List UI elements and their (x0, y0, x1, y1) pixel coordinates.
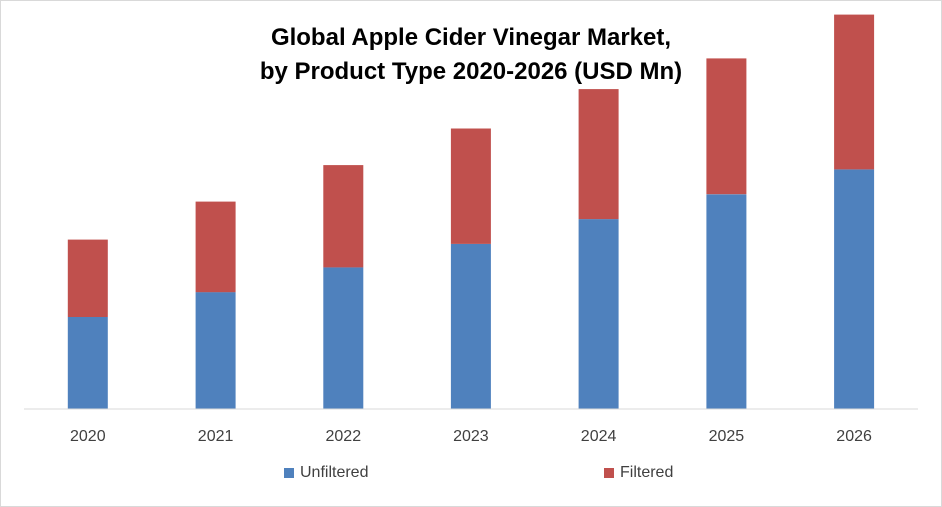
bar-unfiltered-2024 (578, 219, 619, 409)
bar-filtered-2025 (706, 58, 747, 195)
x-tick-label-2023: 2023 (453, 428, 489, 445)
legend-item-unfiltered: Unfiltered (284, 464, 368, 482)
chart-title-line-1: Global Apple Cider Vinegar Market, (270, 24, 672, 51)
x-tick-label-2024: 2024 (581, 428, 617, 445)
bar-unfiltered-2020 (67, 317, 108, 409)
bar-filtered-2020 (67, 239, 108, 317)
bar-unfiltered-2021 (195, 292, 236, 409)
bar-unfiltered-2025 (706, 194, 747, 409)
x-tick-label-2021: 2021 (198, 428, 234, 445)
bars-group (67, 14, 875, 409)
legend-label-unfiltered: Unfiltered (300, 464, 369, 481)
bar-filtered-2024 (578, 89, 619, 220)
legend-label-filtered: Filtered (620, 464, 674, 481)
chart-title: Global Apple Cider Vinegar Market, by Pr… (1, 21, 941, 89)
bar-unfiltered-2026 (834, 169, 875, 409)
bar-unfiltered-2023 (450, 243, 491, 409)
chart-title-line-2: by Product Type 2020-2026 (USD Mn) (259, 58, 683, 85)
bar-filtered-2022 (323, 165, 364, 268)
x-tick-label-2026: 2026 (836, 428, 872, 445)
bar-unfiltered-2022 (323, 267, 364, 409)
bar-filtered-2026 (834, 14, 875, 170)
legend-swatch-filtered (604, 468, 614, 478)
x-tick-label-2022: 2022 (326, 428, 362, 445)
x-tick-label-2025: 2025 (709, 428, 745, 445)
legend: Unfiltered Filtered (0, 464, 940, 486)
x-tick-label-2020: 2020 (70, 428, 106, 445)
bar-filtered-2021 (195, 201, 236, 293)
bar-filtered-2023 (450, 128, 491, 244)
legend-swatch-unfiltered (284, 468, 294, 478)
x-tick-labels: 2020 2021 2022 2023 2024 2025 2026 (70, 428, 872, 445)
legend-item-filtered: Filtered (604, 464, 673, 482)
